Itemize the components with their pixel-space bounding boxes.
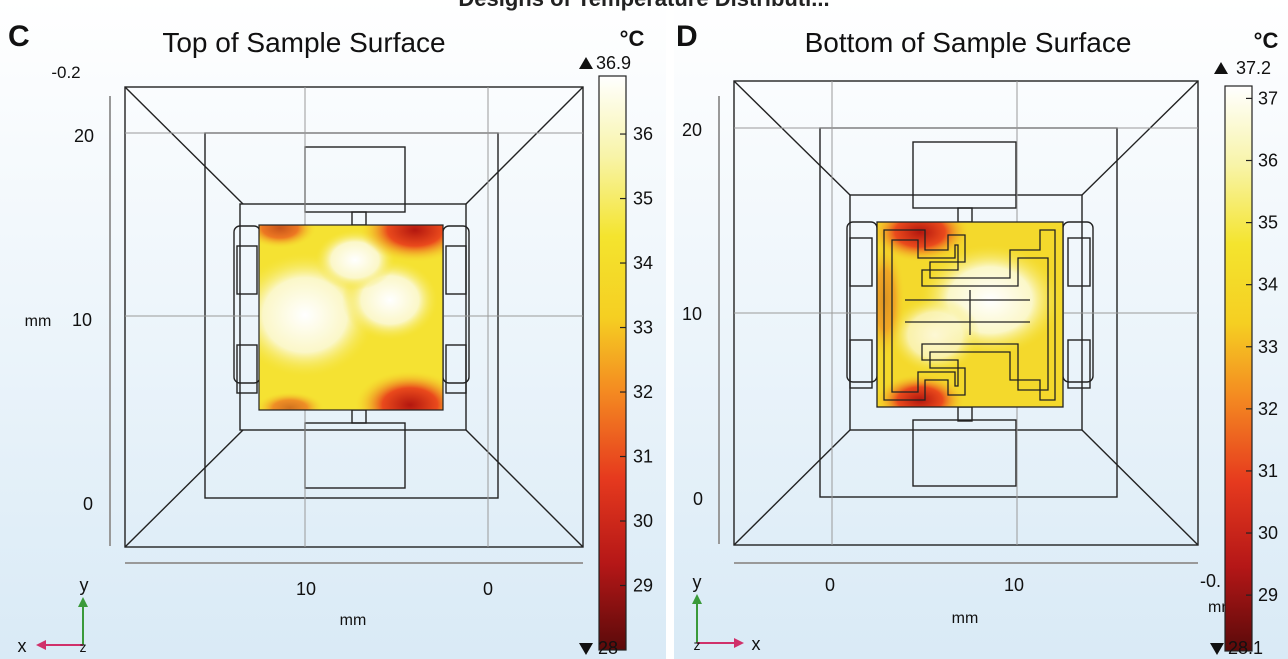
panel-d: D Bottom of Sample Surface 20 10 0 (676, 20, 1278, 658)
panel-c-colorbar-tick-label: 32 (633, 382, 653, 402)
panel-d-letter: D (676, 20, 698, 53)
panel-c-y-tick-top: -0.2 (51, 63, 80, 82)
panel-d-y-tick-10: 10 (682, 304, 702, 324)
panel-d-triad-z: z (694, 637, 701, 653)
panel-d-x-axis-label: mm (952, 610, 979, 627)
panel-c-colorbar-ticks: 36 35 34 33 32 31 30 29 (620, 124, 653, 596)
panel-c-axis-triad: y x z (18, 575, 89, 656)
panel-d-x-tick-10: 10 (1004, 575, 1024, 595)
panel-c-colorbar: °C 36.9 36 35 34 33 32 31 30 29 28 (579, 26, 653, 658)
panel-c-x-tick-10: 10 (296, 579, 316, 599)
panel-d-colorbar-tick-label: 36 (1258, 151, 1278, 171)
top-cutoff-text: Designs of Temperature Distributi... (458, 0, 829, 11)
panel-c-letter: C (8, 20, 30, 53)
panel-c-y-tick-20: 20 (74, 126, 94, 146)
panel-c-y-tick-10: 10 (72, 310, 92, 330)
panel-d-edge-fragment-neg: -0. (1200, 571, 1221, 591)
panel-c-colorbar-tick-label: 30 (633, 511, 653, 531)
panel-c-colorbar-tick-label: 36 (633, 124, 653, 144)
panel-c-triad-x: x (18, 636, 27, 656)
panel-d-triad-x: x (752, 634, 761, 654)
panel-d-colorbar: °C 37.2 37 36 35 34 33 32 31 30 29 28.1 (1210, 28, 1278, 658)
panel-d-colorbar-tick-label: 33 (1258, 337, 1278, 357)
panel-d-colorbar-tick-label: 29 (1258, 585, 1278, 605)
panel-c-temperature-field (259, 225, 443, 410)
panel-d-axis-triad: y x z (692, 572, 761, 654)
panel-d-colorbar-tick-label: 31 (1258, 461, 1278, 481)
panel-d-heater-trace (876, 221, 1064, 408)
panel-c-min-triangle (579, 643, 593, 655)
panel-c-colorbar-tick-label: 29 (633, 576, 653, 596)
panel-c: C Top of Sample Surface -0.2 20 10 0 mm (8, 20, 653, 658)
panel-c-triad-z: z (80, 639, 87, 655)
panel-d-unit: °C (1254, 28, 1279, 53)
panel-d-colorbar-tick-label: 34 (1258, 275, 1278, 295)
panel-d-colorbar-tick-label: 30 (1258, 523, 1278, 543)
panel-d-title: Bottom of Sample Surface (805, 27, 1132, 58)
panel-d-colorbar-ticks: 37 36 35 34 33 32 31 30 29 (1246, 88, 1278, 605)
panel-c-y-axis-label: mm (25, 313, 52, 330)
panel-c-max-label: 36.9 (596, 53, 631, 73)
panel-c-unit: °C (620, 26, 645, 51)
panel-d-max-label: 37.2 (1236, 58, 1271, 78)
panel-c-x-tick-0: 0 (483, 579, 493, 599)
panel-c-colorbar-tick-label: 33 (633, 318, 653, 338)
panel-c-max-triangle (579, 57, 593, 69)
panel-c-colorbar-tick-label: 34 (633, 253, 653, 273)
panel-d-colorbar-tick-label: 32 (1258, 399, 1278, 419)
panel-c-y-tick-0: 0 (83, 494, 93, 514)
panel-c-colorbar-tick-label: 35 (633, 189, 653, 209)
panel-d-min-triangle (1210, 643, 1224, 655)
panel-d-triad-y: y (693, 572, 702, 592)
panel-c-min-label: 28 (598, 638, 618, 658)
panel-d-colorbar-tick-label: 35 (1258, 213, 1278, 233)
panel-c-colorbar-tick-label: 31 (633, 447, 653, 467)
panel-d-colorbar-tick-label: 37 (1258, 88, 1278, 108)
panel-c-title: Top of Sample Surface (162, 27, 445, 58)
panel-d-min-label: 28.1 (1228, 638, 1263, 658)
panel-d-max-triangle (1214, 62, 1228, 74)
panel-c-x-axis-label: mm (340, 612, 367, 629)
panel-d-y-tick-20: 20 (682, 120, 702, 140)
panel-c-triad-y: y (80, 575, 89, 595)
panel-d-x-tick-0: 0 (825, 575, 835, 595)
panel-d-y-tick-0: 0 (693, 489, 703, 509)
